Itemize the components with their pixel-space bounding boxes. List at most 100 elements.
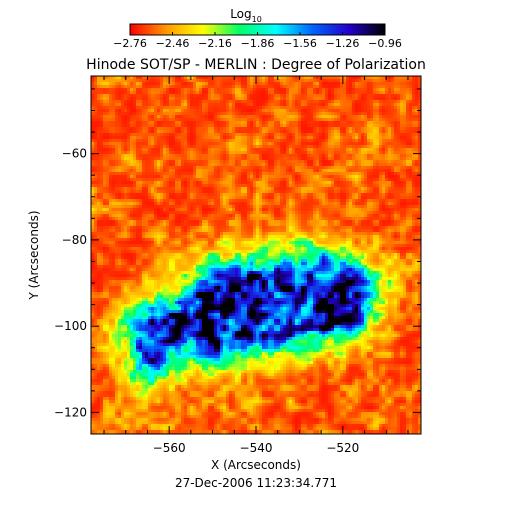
heatmap-cell xyxy=(346,178,349,181)
heatmap-cell xyxy=(313,139,316,142)
heatmap-cell xyxy=(163,205,166,208)
heatmap-cell xyxy=(355,178,358,181)
heatmap-cell xyxy=(283,202,286,205)
heatmap-cell xyxy=(298,85,301,88)
heatmap-cell xyxy=(220,115,223,118)
heatmap-cell xyxy=(103,175,106,178)
heatmap-cell xyxy=(316,154,319,157)
heatmap-cell xyxy=(259,127,262,130)
heatmap-cell xyxy=(334,88,337,91)
heatmap-cell xyxy=(286,88,289,91)
heatmap-cell xyxy=(382,109,385,112)
heatmap-cell xyxy=(388,187,391,190)
heatmap-cell xyxy=(103,169,106,172)
heatmap-cell xyxy=(133,103,136,106)
heatmap-cell xyxy=(169,166,172,169)
heatmap-cell xyxy=(115,208,118,211)
heatmap-cell xyxy=(145,103,148,106)
heatmap-cell xyxy=(403,136,406,139)
heatmap-cell xyxy=(145,79,148,82)
heatmap-cell xyxy=(388,97,391,100)
heatmap-cell xyxy=(325,199,328,202)
heatmap-cell xyxy=(118,88,121,91)
heatmap-cell xyxy=(151,91,154,94)
heatmap-cell xyxy=(169,178,172,181)
heatmap-cell xyxy=(349,94,352,97)
heatmap-cell xyxy=(160,118,163,121)
heatmap-cell xyxy=(415,76,418,79)
heatmap-cell xyxy=(193,172,196,175)
heatmap-cell xyxy=(115,97,118,100)
heatmap-cell xyxy=(172,127,175,130)
heatmap-cell xyxy=(253,88,256,91)
heatmap-cell xyxy=(286,172,289,175)
heatmap-cell xyxy=(139,133,142,136)
heatmap-cell xyxy=(358,76,361,79)
heatmap-cell xyxy=(412,109,415,112)
heatmap-cell xyxy=(163,154,166,157)
heatmap-cell xyxy=(343,139,346,142)
heatmap-cell xyxy=(94,133,97,136)
heatmap-cell xyxy=(250,112,253,115)
heatmap-cell xyxy=(298,130,301,133)
heatmap-cell xyxy=(151,157,154,160)
heatmap-cell xyxy=(277,130,280,133)
heatmap-cell xyxy=(289,178,292,181)
heatmap-cell xyxy=(391,178,394,181)
heatmap-cell xyxy=(154,145,157,148)
heatmap-cell xyxy=(223,172,226,175)
heatmap-cell xyxy=(412,151,415,154)
heatmap-cell xyxy=(256,157,259,160)
heatmap-cell xyxy=(397,148,400,151)
heatmap-cell xyxy=(271,109,274,112)
heatmap-cell xyxy=(322,112,325,115)
heatmap-cell xyxy=(349,139,352,142)
heatmap-cell xyxy=(316,208,319,211)
heatmap-cell xyxy=(175,148,178,151)
heatmap-cell xyxy=(124,100,127,103)
heatmap-cell xyxy=(112,187,115,190)
heatmap-cell xyxy=(319,169,322,172)
heatmap-cell xyxy=(253,184,256,187)
heatmap-cell xyxy=(160,169,163,172)
heatmap-cell xyxy=(202,163,205,166)
heatmap-cell xyxy=(340,196,343,199)
heatmap-cell xyxy=(247,118,250,121)
heatmap-cell xyxy=(400,136,403,139)
heatmap-cell xyxy=(322,172,325,175)
heatmap-cell xyxy=(109,154,112,157)
heatmap-cell xyxy=(289,103,292,106)
heatmap-cell xyxy=(343,208,346,211)
heatmap-cell xyxy=(274,148,277,151)
heatmap-cell xyxy=(160,196,163,199)
heatmap-cell xyxy=(214,178,217,181)
heatmap-cell xyxy=(160,127,163,130)
heatmap-cell xyxy=(202,79,205,82)
heatmap-cell xyxy=(235,82,238,85)
heatmap-cell xyxy=(163,76,166,79)
heatmap-cell xyxy=(103,142,106,145)
heatmap-cell xyxy=(112,205,115,208)
heatmap-cell xyxy=(250,184,253,187)
heatmap-cell xyxy=(190,193,193,196)
heatmap-cell xyxy=(418,94,421,97)
heatmap-cell xyxy=(355,208,358,211)
heatmap-cell xyxy=(325,109,328,112)
heatmap-cell xyxy=(127,118,130,121)
heatmap-cell xyxy=(229,190,232,193)
heatmap-cell xyxy=(220,88,223,91)
heatmap-cell xyxy=(406,160,409,163)
heatmap-cell xyxy=(109,178,112,181)
heatmap-cell xyxy=(97,136,100,139)
heatmap-cell xyxy=(148,190,151,193)
heatmap-cell xyxy=(259,103,262,106)
heatmap-cell xyxy=(142,166,145,169)
heatmap-cell xyxy=(406,124,409,127)
heatmap-cell xyxy=(307,184,310,187)
heatmap-cell xyxy=(121,172,124,175)
heatmap-cell xyxy=(160,148,163,151)
heatmap-cell xyxy=(235,127,238,130)
heatmap-cell xyxy=(238,106,241,109)
heatmap-cell xyxy=(307,193,310,196)
heatmap-cell xyxy=(91,76,94,79)
